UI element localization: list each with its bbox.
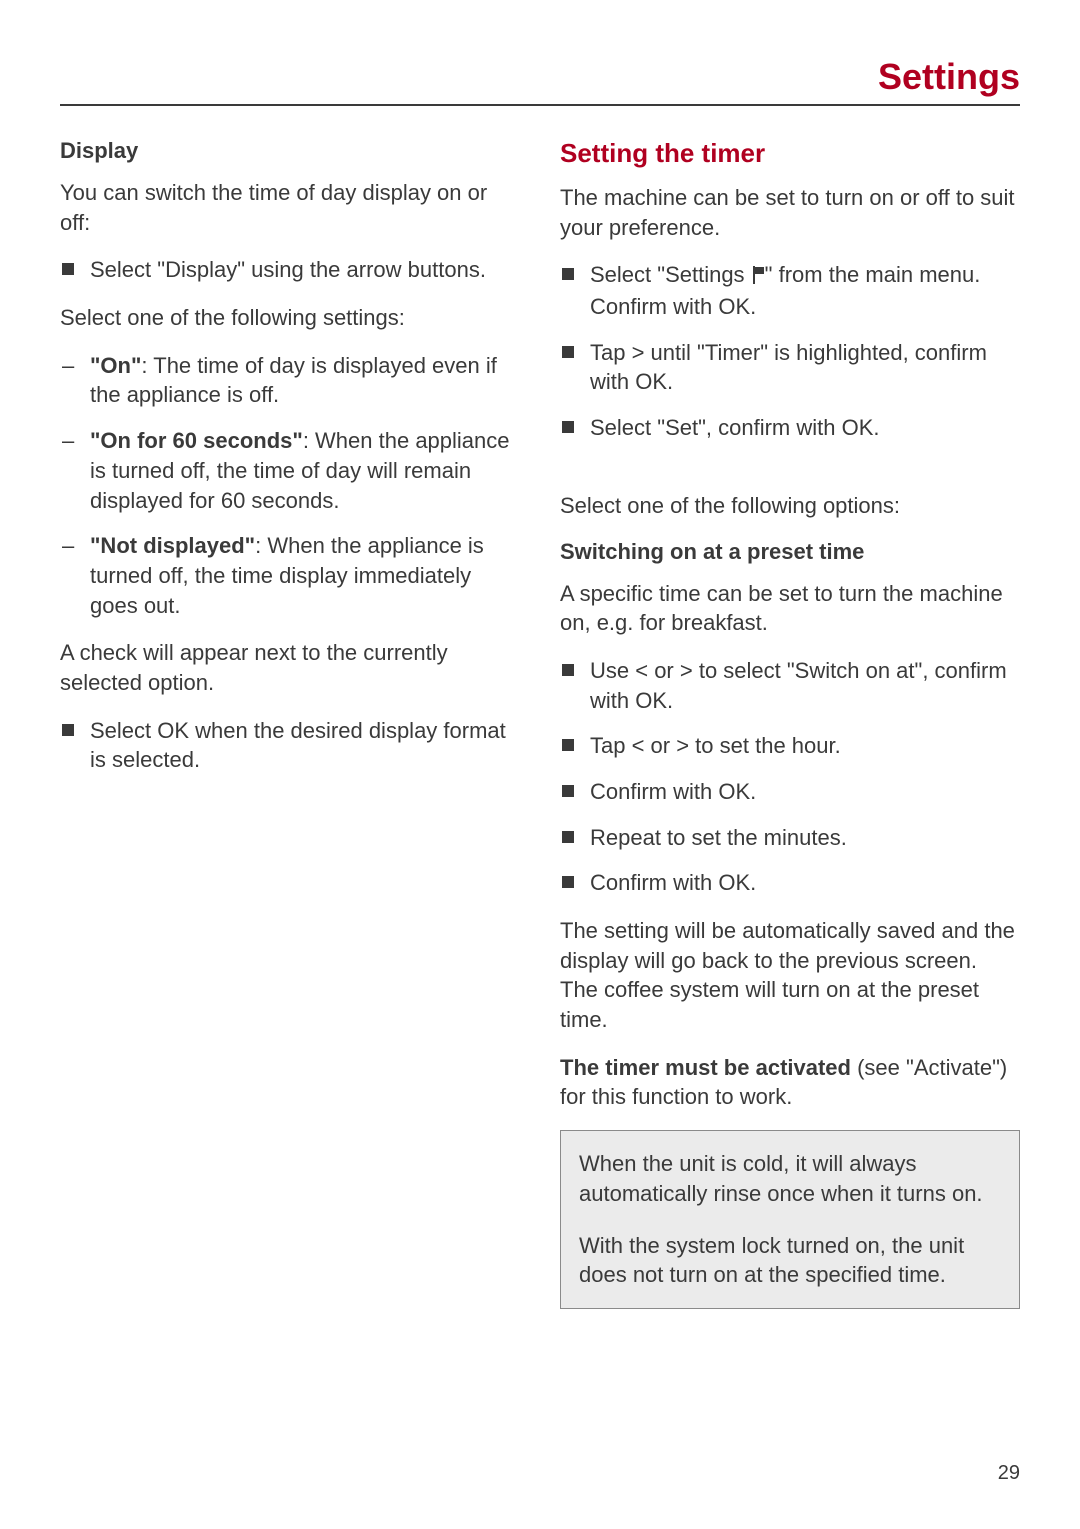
- display-step-list: Select "Display" using the arrow buttons…: [60, 255, 520, 285]
- list-item: "On": The time of day is displayed even …: [60, 351, 520, 410]
- flag-icon: [751, 262, 765, 292]
- preset-steps-list: Use < or > to select "Switch on at", con…: [560, 656, 1020, 898]
- preset-intro: A specific time can be set to turn the m…: [560, 579, 1020, 638]
- option-nd-label: "Not displayed": [90, 533, 255, 558]
- info-box-p2: With the system lock turned on, the unit…: [579, 1231, 1001, 1290]
- list-item: Tap > until "Timer" is highlighted, conf…: [560, 338, 1020, 397]
- info-box-p1: When the unit is cold, it will always au…: [579, 1149, 1001, 1208]
- info-box: When the unit is cold, it will always au…: [560, 1130, 1020, 1309]
- list-item: Confirm with OK.: [560, 777, 1020, 807]
- list-item: "On for 60 seconds": When the appliance …: [60, 426, 520, 515]
- list-item: Select OK when the desired display forma…: [60, 716, 520, 775]
- right-column: Setting the timer The machine can be set…: [560, 134, 1020, 1309]
- timer-section-heading: Setting the timer: [560, 138, 1020, 169]
- saved-note: The setting will be automatically saved …: [560, 916, 1020, 1035]
- option-on-text: : The time of day is displayed even if t…: [90, 353, 497, 408]
- list-item: Repeat to set the minutes.: [560, 823, 1020, 853]
- timer-intro: The machine can be set to turn on or off…: [560, 183, 1020, 242]
- content-columns: Display You can switch the time of day d…: [60, 134, 1020, 1309]
- list-item: Select "Settings " from the main menu. C…: [560, 260, 1020, 321]
- display-select-prompt: Select one of the following settings:: [60, 303, 520, 333]
- list-item: Select "Set", confirm with OK.: [560, 413, 1020, 443]
- display-final-step-list: Select OK when the desired display forma…: [60, 716, 520, 775]
- display-heading: Display: [60, 138, 520, 164]
- display-options-list: "On": The time of day is displayed even …: [60, 351, 520, 621]
- list-item: Confirm with OK.: [560, 868, 1020, 898]
- page-number: 29: [998, 1462, 1020, 1485]
- spacer: [560, 461, 1020, 491]
- display-intro: You can switch the time of day display o…: [60, 178, 520, 237]
- list-item: Use < or > to select "Switch on at", con…: [560, 656, 1020, 715]
- option-60-label: "On for 60 seconds": [90, 428, 303, 453]
- list-item: "Not displayed": When the appliance is t…: [60, 531, 520, 620]
- display-check-note: A check will appear next to the currentl…: [60, 638, 520, 697]
- list-item: Tap < or > to set the hour.: [560, 731, 1020, 761]
- activate-note: The timer must be activated (see "Activa…: [560, 1053, 1020, 1112]
- page-title: Settings: [60, 56, 1020, 106]
- timer-steps-list: Select "Settings " from the main menu. C…: [560, 260, 1020, 442]
- activate-bold: The timer must be activated: [560, 1055, 851, 1080]
- option-on-label: "On": [90, 353, 141, 378]
- preset-time-heading: Switching on at a preset time: [560, 539, 1020, 565]
- step-settings-pre: Select "Settings: [590, 262, 751, 287]
- list-item: Select "Display" using the arrow buttons…: [60, 255, 520, 285]
- timer-options-prompt: Select one of the following options:: [560, 491, 1020, 521]
- left-column: Display You can switch the time of day d…: [60, 134, 520, 1309]
